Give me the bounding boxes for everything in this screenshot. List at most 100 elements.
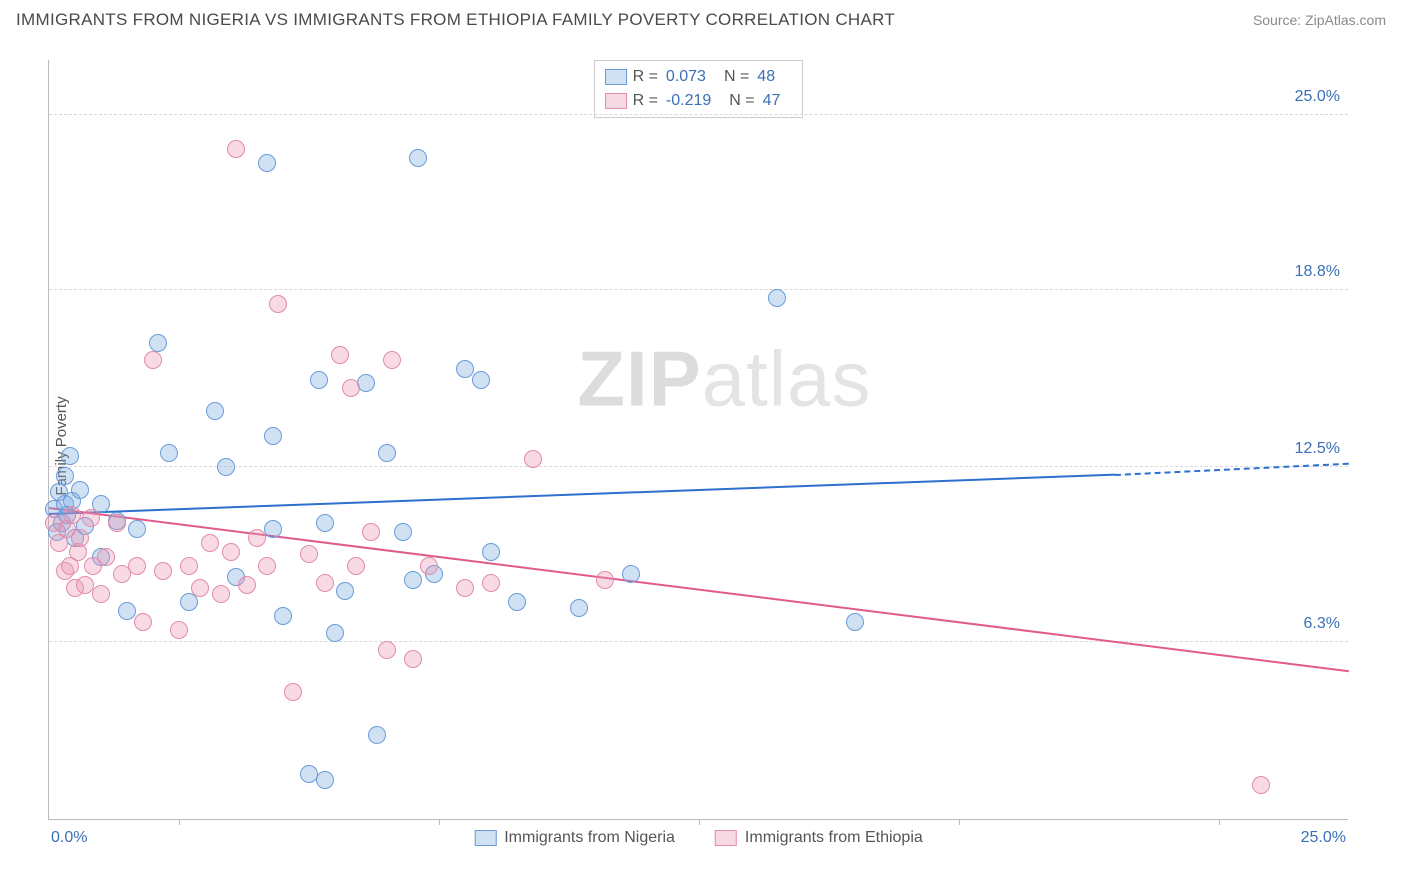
r-label: R = [633, 68, 658, 86]
data-point-nigeria [846, 613, 864, 631]
data-point-nigeria [357, 374, 375, 392]
n-value-nigeria: 48 [757, 68, 775, 86]
data-point-ethiopia [420, 557, 438, 575]
legend-item-nigeria: Immigrants from Nigeria [474, 829, 675, 847]
data-point-ethiopia [331, 346, 349, 364]
gridline [49, 289, 1348, 290]
data-point-nigeria [316, 514, 334, 532]
data-point-ethiopia [596, 571, 614, 589]
data-point-ethiopia [154, 562, 172, 580]
data-point-ethiopia [284, 683, 302, 701]
gridline [49, 466, 1348, 467]
x-tick [959, 819, 960, 825]
data-point-nigeria [394, 523, 412, 541]
data-point-nigeria [160, 444, 178, 462]
data-point-nigeria [409, 149, 427, 167]
gridline [49, 641, 1348, 642]
data-point-ethiopia [212, 585, 230, 603]
x-tick [439, 819, 440, 825]
r-label: R = [633, 92, 658, 110]
watermark-bold: ZIP [577, 334, 701, 422]
x-tick [1219, 819, 1220, 825]
trendline-extrapolated [1115, 462, 1349, 475]
correlation-legend: R = 0.073 N = 48 R = -0.219 N = 47 [594, 60, 804, 118]
legend-label-nigeria: Immigrants from Nigeria [504, 829, 675, 847]
data-point-ethiopia [362, 523, 380, 541]
data-point-nigeria [316, 771, 334, 789]
trendline [49, 473, 1115, 515]
y-tick-label: 12.5% [1295, 440, 1340, 458]
swatch-nigeria-icon [474, 830, 496, 846]
data-point-nigeria [149, 334, 167, 352]
data-point-ethiopia [191, 579, 209, 597]
data-point-ethiopia [222, 543, 240, 561]
data-point-ethiopia [170, 621, 188, 639]
data-point-nigeria [472, 371, 490, 389]
scatter-chart: ZIPatlas R = 0.073 N = 48 R = -0.219 N =… [48, 60, 1348, 820]
r-value-nigeria: 0.073 [666, 68, 706, 86]
n-label: N = [729, 92, 754, 110]
data-point-ethiopia [316, 574, 334, 592]
data-point-nigeria [61, 447, 79, 465]
source-label: Source: ZipAtlas.com [1253, 12, 1386, 28]
data-point-nigeria [206, 402, 224, 420]
data-point-nigeria [622, 565, 640, 583]
data-point-ethiopia [404, 650, 422, 668]
data-point-ethiopia [180, 557, 198, 575]
data-point-nigeria [404, 571, 422, 589]
data-point-ethiopia [92, 585, 110, 603]
data-point-ethiopia [108, 514, 126, 532]
data-point-nigeria [217, 458, 235, 476]
data-point-nigeria [336, 582, 354, 600]
data-point-nigeria [508, 593, 526, 611]
y-tick-label: 25.0% [1295, 88, 1340, 106]
data-point-ethiopia [63, 506, 81, 524]
legend-label-ethiopia: Immigrants from Ethiopia [745, 829, 923, 847]
data-point-ethiopia [482, 574, 500, 592]
data-point-ethiopia [134, 613, 152, 631]
data-point-ethiopia [1252, 776, 1270, 794]
data-point-ethiopia [524, 450, 542, 468]
swatch-ethiopia-icon [715, 830, 737, 846]
data-point-ethiopia [71, 529, 89, 547]
x-tick [179, 819, 180, 825]
data-point-nigeria [118, 602, 136, 620]
data-point-nigeria [274, 607, 292, 625]
data-point-nigeria [264, 427, 282, 445]
data-point-nigeria [310, 371, 328, 389]
gridline [49, 114, 1348, 115]
x-min-label: 0.0% [51, 829, 87, 847]
data-point-ethiopia [238, 576, 256, 594]
y-tick-label: 18.8% [1295, 263, 1340, 281]
r-value-ethiopia: -0.219 [666, 92, 711, 110]
x-max-label: 25.0% [1301, 829, 1346, 847]
swatch-ethiopia [605, 93, 627, 109]
data-point-ethiopia [144, 351, 162, 369]
data-point-nigeria [768, 289, 786, 307]
data-point-ethiopia [378, 641, 396, 659]
data-point-ethiopia [128, 557, 146, 575]
data-point-ethiopia [347, 557, 365, 575]
chart-title: IMMIGRANTS FROM NIGERIA VS IMMIGRANTS FR… [16, 10, 895, 30]
data-point-nigeria [56, 467, 74, 485]
legend-item-ethiopia: Immigrants from Ethiopia [715, 829, 923, 847]
n-value-ethiopia: 47 [763, 92, 781, 110]
data-point-ethiopia [201, 534, 219, 552]
n-label: N = [724, 68, 749, 86]
data-point-nigeria [570, 599, 588, 617]
data-point-ethiopia [300, 545, 318, 563]
data-point-ethiopia [248, 529, 266, 547]
data-point-nigeria [378, 444, 396, 462]
legend-row-ethiopia: R = -0.219 N = 47 [605, 89, 793, 113]
data-point-nigeria [456, 360, 474, 378]
data-point-ethiopia [383, 351, 401, 369]
data-point-nigeria [258, 154, 276, 172]
data-point-ethiopia [342, 379, 360, 397]
data-point-nigeria [326, 624, 344, 642]
data-point-ethiopia [456, 579, 474, 597]
data-point-ethiopia [269, 295, 287, 313]
watermark: ZIPatlas [577, 333, 871, 424]
data-point-nigeria [264, 520, 282, 538]
data-point-nigeria [368, 726, 386, 744]
data-point-ethiopia [258, 557, 276, 575]
